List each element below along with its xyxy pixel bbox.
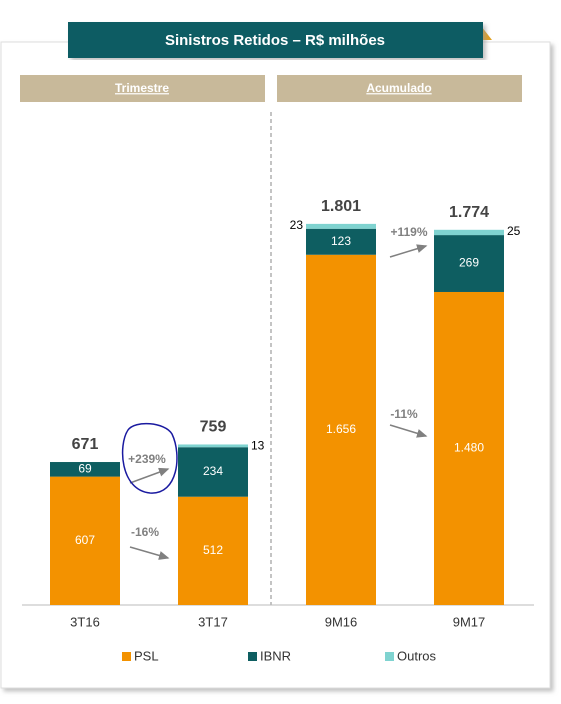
x-tick-label: 3T16 (70, 614, 100, 629)
annotation: +119% (390, 225, 427, 239)
data-label: 13 (251, 439, 265, 453)
bar-segment (306, 223, 376, 229)
legend-label: IBNR (260, 648, 291, 663)
annotation: -11% (390, 407, 418, 421)
x-tick-label: 9M17 (453, 614, 486, 629)
legend-label: PSL (134, 648, 159, 663)
data-label: 25 (507, 224, 521, 238)
total-label: 671 (72, 436, 99, 453)
panel-header (277, 75, 522, 102)
total-label: 1.774 (449, 204, 489, 221)
data-label: 269 (459, 256, 479, 270)
legend-swatch (248, 652, 257, 661)
arrow (389, 424, 428, 438)
total-label: 1.801 (321, 198, 361, 215)
bar-segment (178, 496, 248, 605)
arrow (129, 546, 170, 560)
annotation: -16% (131, 525, 159, 539)
bar-segment (306, 254, 376, 606)
legend-swatch (385, 652, 394, 661)
data-label: 69 (78, 461, 92, 475)
chart-title: Sinistros Retidos – R$ milhões (165, 32, 385, 49)
data-label: 123 (331, 234, 351, 248)
data-label: 23 (290, 218, 304, 232)
panel-title: Trimestre (115, 81, 169, 95)
total-label: 759 (200, 419, 227, 436)
bar-segment (50, 476, 120, 605)
bar-segment (178, 444, 248, 448)
x-tick-label: 9M16 (325, 614, 358, 629)
highlight-circle (121, 422, 178, 494)
legend-swatch (122, 652, 131, 661)
bar-segment (178, 447, 248, 497)
panel-title: Acumulado (366, 81, 431, 95)
bar-segment (306, 228, 376, 255)
arrow (129, 467, 170, 484)
panel-header (20, 75, 265, 102)
bar-segment (50, 462, 120, 477)
data-label: 1.656 (326, 422, 356, 436)
title-box (68, 22, 483, 58)
data-label: 1.480 (454, 441, 484, 455)
x-tick-label: 3T17 (198, 614, 228, 629)
annotation: +239% (128, 452, 166, 466)
arrow (389, 244, 428, 258)
data-label: 512 (203, 543, 223, 557)
bar-segment (434, 229, 504, 236)
bar-segment (434, 235, 504, 292)
data-label: 234 (203, 464, 223, 478)
bar-segment (434, 291, 504, 605)
data-label: 607 (75, 533, 95, 547)
legend-label: Outros (397, 648, 437, 663)
